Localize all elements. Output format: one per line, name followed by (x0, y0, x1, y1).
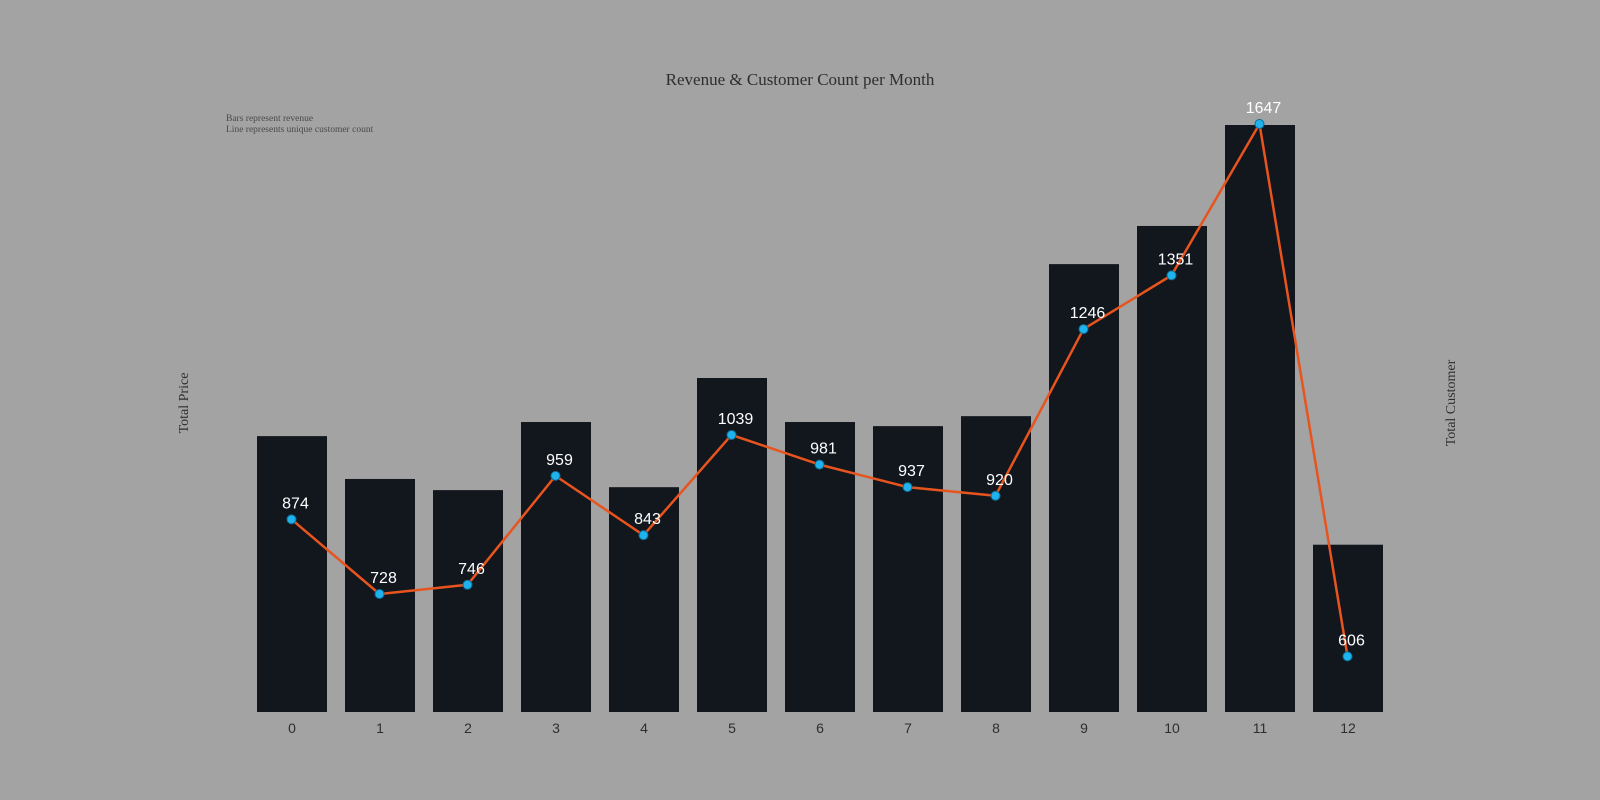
data-label: 1246 (1070, 305, 1106, 322)
x-tick-label: 3 (552, 720, 560, 736)
data-label: 920 (986, 472, 1013, 489)
line-point (814, 459, 825, 470)
data-label: 1351 (1158, 251, 1194, 268)
note-bars: Bars represent revenue (226, 114, 314, 124)
x-tick-label: 1 (376, 720, 384, 736)
line-point (990, 490, 1001, 501)
bar-12 (1313, 544, 1383, 712)
line-point (286, 514, 297, 525)
data-label: 937 (898, 463, 925, 480)
line-point (1078, 324, 1089, 335)
data-label: 981 (810, 441, 837, 458)
x-tick-label: 6 (816, 720, 824, 736)
chart-title: Revenue & Customer Count per Month (665, 70, 935, 89)
data-label: 843 (634, 511, 661, 528)
line-point (550, 470, 561, 481)
x-tick-label: 10 (1164, 720, 1180, 736)
x-tick-label: 4 (640, 720, 648, 736)
x-tick-label: 8 (992, 720, 1000, 736)
bar-4 (609, 487, 679, 712)
x-tick-label: 2 (464, 720, 472, 736)
x-tick-label: 5 (728, 720, 736, 736)
line-point (902, 482, 913, 493)
line-point (1342, 651, 1353, 662)
bar-11 (1225, 125, 1295, 712)
bar-8 (961, 416, 1031, 712)
data-label: 874 (282, 495, 309, 512)
data-label: 1039 (718, 411, 754, 428)
bar-5 (697, 377, 767, 712)
note-line: Line represents unique customer count (226, 125, 374, 135)
bar-10 (1137, 225, 1207, 713)
bar-0 (257, 436, 327, 712)
data-label: 959 (546, 452, 573, 469)
bar-9 (1049, 264, 1119, 712)
data-label: 1647 (1246, 100, 1282, 117)
data-label: 606 (1338, 632, 1365, 649)
x-tick-label: 0 (288, 720, 296, 736)
line-point (638, 530, 649, 541)
x-tick-label: 12 (1340, 720, 1356, 736)
bar-3 (521, 422, 591, 712)
line-point (462, 579, 473, 590)
line-point (726, 429, 737, 440)
data-label: 728 (370, 570, 397, 587)
line-point (374, 588, 385, 599)
bar-7 (873, 426, 943, 712)
x-tick-label: 7 (904, 720, 912, 736)
line-point (1254, 119, 1265, 129)
x-tick-label: 11 (1253, 720, 1268, 736)
line-point (1166, 270, 1177, 281)
data-label: 746 (458, 561, 485, 578)
bar-2 (433, 490, 503, 712)
x-tick-label: 9 (1080, 720, 1088, 736)
